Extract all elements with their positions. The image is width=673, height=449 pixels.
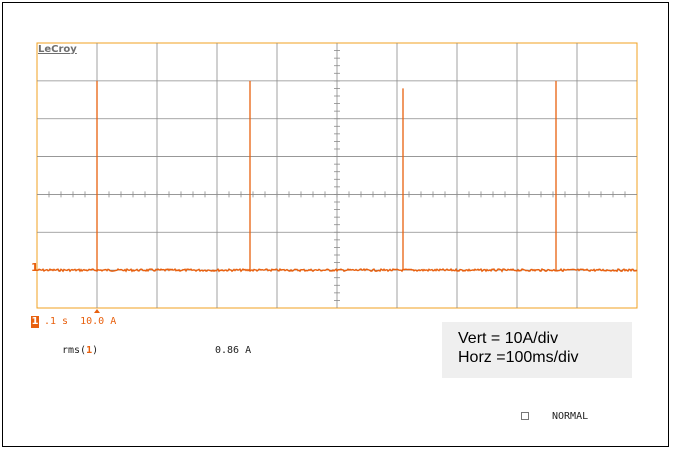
- waveform-baseline: [36, 267, 638, 273]
- trigger-position-marker: [94, 309, 100, 313]
- measurement-label: rms(1): [62, 345, 98, 356]
- trigger-mode-label: NORMAL: [552, 411, 589, 422]
- graticule: [36, 42, 638, 313]
- vertical-scale-label: Vert = 10A/div: [458, 330, 559, 347]
- horizontal-scale-label: Horz =100ms/div: [458, 349, 579, 366]
- trigger-mode-checkbox[interactable]: [521, 412, 529, 420]
- scope-brand-logo: LeCroy: [38, 44, 77, 55]
- measurement-value: 0.86 A: [215, 345, 252, 356]
- waveform-trace: [36, 80, 638, 273]
- channel-badge[interactable]: 1: [31, 316, 39, 328]
- scale-info-box: Vert = 10A/div Horz =100ms/div: [442, 322, 632, 378]
- channel-level-marker[interactable]: 1: [31, 261, 39, 274]
- measurement-label-prefix: rms(: [62, 345, 87, 356]
- measurement-label-suffix: ): [92, 345, 99, 356]
- timebase-readout: .1 s 10.0 A: [44, 316, 117, 327]
- measurement-channel: 1: [86, 345, 93, 356]
